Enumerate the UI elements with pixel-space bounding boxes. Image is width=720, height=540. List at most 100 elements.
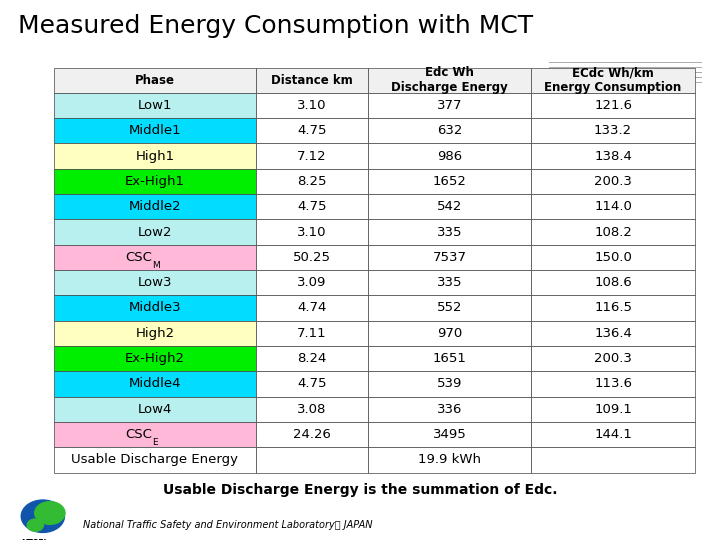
Text: Middle3: Middle3 <box>129 301 181 314</box>
Text: E: E <box>152 438 158 447</box>
Text: 3.10: 3.10 <box>297 99 327 112</box>
Bar <box>368 245 531 270</box>
Bar <box>368 321 531 346</box>
Bar <box>54 219 256 245</box>
Bar <box>531 346 695 372</box>
Text: High2: High2 <box>135 327 174 340</box>
Text: Distance km: Distance km <box>271 73 353 86</box>
Text: 121.6: 121.6 <box>594 99 632 112</box>
Text: 114.0: 114.0 <box>594 200 632 213</box>
Bar <box>531 321 695 346</box>
Text: 970: 970 <box>437 327 462 340</box>
Text: 3.10: 3.10 <box>297 226 327 239</box>
Text: Ex-High1: Ex-High1 <box>125 175 185 188</box>
Text: Low3: Low3 <box>138 276 172 289</box>
Bar <box>54 295 256 321</box>
Bar <box>54 168 256 194</box>
Bar <box>368 422 531 447</box>
Bar <box>256 321 368 346</box>
Text: 138.4: 138.4 <box>594 150 632 163</box>
Bar <box>54 93 256 118</box>
Bar <box>54 68 256 93</box>
Text: Ex-High2: Ex-High2 <box>125 352 185 365</box>
Text: 7.12: 7.12 <box>297 150 327 163</box>
Bar <box>531 68 695 93</box>
Text: 3.09: 3.09 <box>297 276 327 289</box>
Text: ECdc Wh/km
Energy Consumption: ECdc Wh/km Energy Consumption <box>544 66 682 94</box>
Text: 8.25: 8.25 <box>297 175 327 188</box>
Text: Low1: Low1 <box>138 99 172 112</box>
Text: 200.3: 200.3 <box>594 175 632 188</box>
Bar <box>368 194 531 219</box>
Bar <box>54 396 256 422</box>
Text: 133.2: 133.2 <box>594 124 632 137</box>
Text: 632: 632 <box>437 124 462 137</box>
Bar <box>368 144 531 168</box>
Text: 336: 336 <box>437 403 462 416</box>
Bar <box>531 144 695 168</box>
Text: M: M <box>152 261 159 269</box>
Bar <box>368 168 531 194</box>
Text: Middle2: Middle2 <box>129 200 181 213</box>
Bar <box>368 93 531 118</box>
Circle shape <box>27 519 43 531</box>
Text: Low2: Low2 <box>138 226 172 239</box>
Text: 4.75: 4.75 <box>297 124 327 137</box>
Text: 3495: 3495 <box>433 428 467 441</box>
Bar <box>531 422 695 447</box>
Text: 109.1: 109.1 <box>594 403 632 416</box>
Bar <box>368 68 531 93</box>
Text: High1: High1 <box>135 150 174 163</box>
Text: 50.25: 50.25 <box>293 251 331 264</box>
Bar <box>256 447 368 472</box>
Bar <box>531 245 695 270</box>
Circle shape <box>22 500 65 532</box>
Text: 144.1: 144.1 <box>594 428 632 441</box>
Bar <box>54 447 256 472</box>
Text: Low4: Low4 <box>138 403 172 416</box>
Bar <box>256 422 368 447</box>
Bar <box>531 396 695 422</box>
Text: 4.75: 4.75 <box>297 200 327 213</box>
Bar <box>256 295 368 321</box>
Text: 377: 377 <box>437 99 462 112</box>
Bar <box>531 270 695 295</box>
Bar <box>368 270 531 295</box>
Bar <box>256 372 368 396</box>
Bar <box>368 447 531 472</box>
Text: 4.75: 4.75 <box>297 377 327 390</box>
Bar <box>256 270 368 295</box>
Text: Measured Energy Consumption with MCT: Measured Energy Consumption with MCT <box>18 14 533 37</box>
Bar <box>368 346 531 372</box>
Text: Phase: Phase <box>135 73 175 86</box>
Bar <box>368 396 531 422</box>
Text: 1651: 1651 <box>433 352 467 365</box>
Text: 200.3: 200.3 <box>594 352 632 365</box>
Bar <box>531 168 695 194</box>
Text: 24.26: 24.26 <box>293 428 331 441</box>
Text: CSC: CSC <box>125 428 152 441</box>
Bar <box>54 118 256 144</box>
Bar <box>531 295 695 321</box>
Bar <box>531 219 695 245</box>
Text: 3.08: 3.08 <box>297 403 327 416</box>
Text: 986: 986 <box>437 150 462 163</box>
Bar <box>256 194 368 219</box>
Bar <box>54 194 256 219</box>
Text: 539: 539 <box>437 377 462 390</box>
Text: 7537: 7537 <box>433 251 467 264</box>
Text: 19.9 kWh: 19.9 kWh <box>418 454 481 467</box>
Bar <box>54 144 256 168</box>
Text: Usable Discharge Energy is the summation of Edc.: Usable Discharge Energy is the summation… <box>163 483 557 497</box>
Bar <box>256 346 368 372</box>
Bar <box>256 219 368 245</box>
Bar <box>256 396 368 422</box>
Text: 335: 335 <box>437 276 462 289</box>
Bar <box>54 321 256 346</box>
Bar <box>531 447 695 472</box>
Text: CSC: CSC <box>125 251 152 264</box>
Text: 7.11: 7.11 <box>297 327 327 340</box>
Bar <box>531 372 695 396</box>
Bar <box>256 144 368 168</box>
Bar <box>256 245 368 270</box>
